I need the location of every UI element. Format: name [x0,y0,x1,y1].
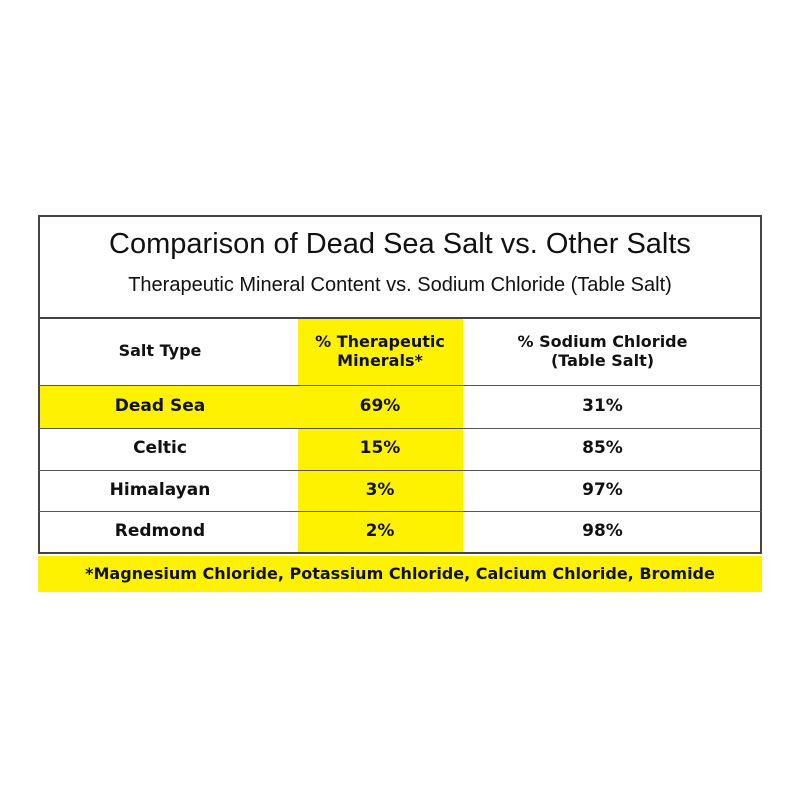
row-label: Redmond [114,521,206,542]
cell-value: 97% [582,479,623,500]
column-header: % Therapeutic Minerals* [315,332,445,370]
row-divider [38,511,762,512]
cell-value: 98% [582,521,623,542]
table-frame [38,215,762,554]
row-label: Dead Sea [114,395,206,416]
row-label: Celtic [133,438,187,459]
column-header: % Sodium Chloride (Table Salt) [517,332,688,370]
row-label: Himalayan [109,479,211,500]
cell-value: 31% [582,395,623,416]
cell-value: 85% [582,438,623,459]
footnote: *Magnesium Chloride, Potassium Chloride,… [85,563,715,583]
footnote-band [38,556,762,592]
cell-value: 2% [365,521,395,542]
cell-value: 69% [359,395,401,416]
subtitle: Therapeutic Mineral Content vs. Sodium C… [128,274,672,296]
title: Comparison of Dead Sea Salt vs. Other Sa… [109,228,691,260]
title-divider [38,317,762,319]
row-divider [38,428,762,429]
cell-value: 15% [359,438,401,459]
highlight-row [38,385,463,428]
row-divider [38,470,762,471]
cell-value: 3% [365,479,395,500]
yellow-column [298,318,463,553]
row-divider [38,385,762,386]
column-header: Salt Type [118,341,202,361]
